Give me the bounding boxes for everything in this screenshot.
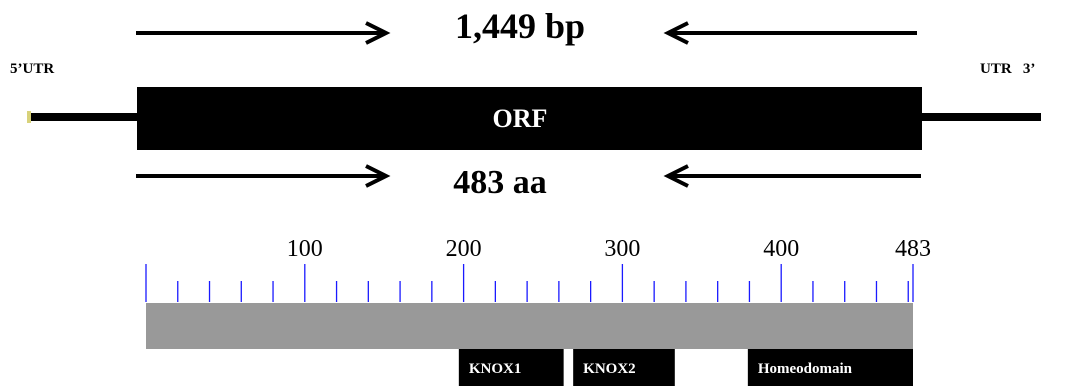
scale-tick-label: 483 — [895, 236, 931, 262]
bp-arrow-reverse — [663, 21, 917, 45]
scale-tick-label: 100 — [287, 236, 323, 262]
protein-length-label: 483 aa — [453, 164, 547, 201]
orf-label: ORF — [493, 104, 548, 133]
utr5-label: 5’UTR — [10, 61, 54, 77]
protein-scale-labels: 100 200 300 400 483 — [287, 236, 931, 262]
protein-scale-ticks — [145, 264, 914, 302]
domain-box — [747, 349, 913, 386]
domain-box — [458, 349, 564, 386]
protein-domains: KNOX1 KNOX2 Homeodomain — [458, 349, 913, 386]
aa-arrow-forward — [136, 164, 391, 188]
utr3-line — [918, 113, 1041, 121]
domain-knox2: KNOX2 — [573, 349, 675, 386]
domain-homeodomain: Homeodomain — [747, 349, 913, 386]
utr5-line — [30, 113, 140, 121]
utr3-label: UTR 3’ — [980, 61, 1035, 77]
domain-label: Homeodomain — [758, 361, 853, 377]
domain-knox1: KNOX1 — [458, 349, 564, 386]
domain-label: KNOX1 — [469, 361, 521, 377]
scale-tick-label: 200 — [446, 236, 482, 262]
aa-arrow-reverse — [663, 164, 921, 188]
protein-scale-bar — [146, 303, 913, 349]
scale-tick-label: 300 — [604, 236, 640, 262]
scale-tick-label: 400 — [763, 236, 799, 262]
domain-label: KNOX2 — [583, 361, 636, 377]
domain-box — [573, 349, 675, 386]
bp-length-label: 1,449 bp — [455, 6, 585, 46]
utr5-end-marker — [27, 111, 31, 123]
orf-box — [137, 87, 922, 150]
bp-arrow-forward — [136, 21, 391, 45]
